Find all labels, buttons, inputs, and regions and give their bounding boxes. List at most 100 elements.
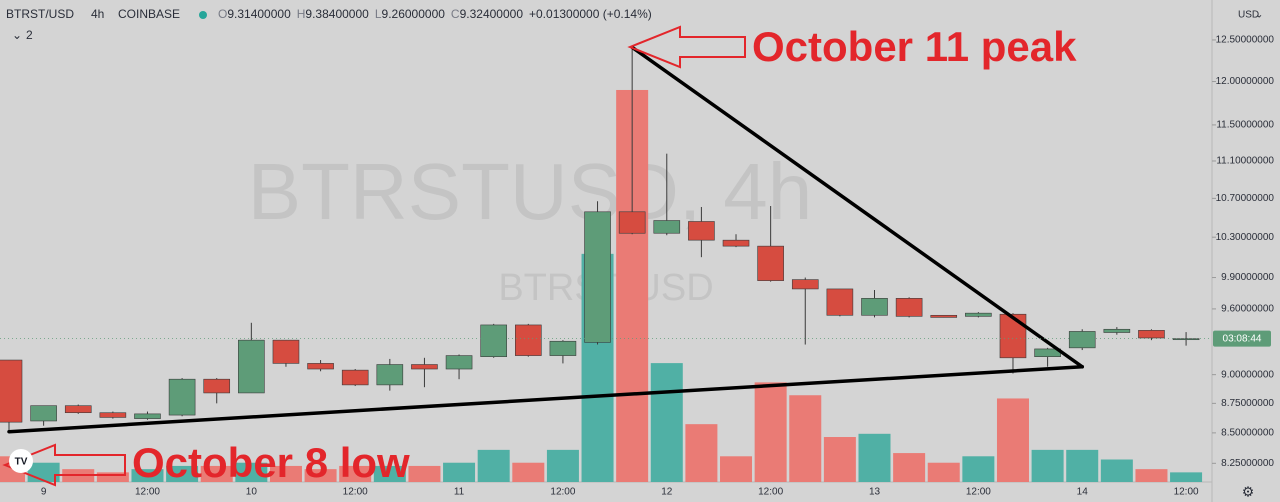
y-tick-label: 8.50000000: [1221, 428, 1274, 439]
countdown: 03:08:44: [1223, 333, 1262, 344]
volume-bar: [166, 465, 199, 482]
candle-body: [1172, 338, 1200, 341]
candle-body: [653, 220, 681, 234]
candle-body: [757, 245, 784, 281]
volume-bar: [304, 469, 337, 482]
currency-caret[interactable]: ⌄: [1255, 10, 1263, 21]
volume-bar: [685, 424, 718, 482]
y-tick-label: 8.75000000: [1221, 398, 1274, 409]
candle-body: [618, 211, 646, 234]
y-tick-label: 9.90000000: [1221, 272, 1274, 283]
indicator-count[interactable]: 2: [26, 28, 33, 42]
volume-bar: [1066, 449, 1099, 482]
y-tick-label: 12.50000000: [1216, 35, 1275, 46]
candle-body: [965, 312, 992, 317]
candle-layer: [0, 47, 1200, 432]
volume-bar: [373, 465, 406, 482]
candle-body: [930, 314, 958, 318]
candle-body: [445, 355, 473, 370]
candle-body: [480, 324, 507, 358]
volume-bar: [477, 449, 510, 482]
y-tick-label: 9.60000000: [1221, 304, 1274, 315]
annotation: October 8 low: [132, 439, 410, 486]
x-tick-label: 14: [1077, 487, 1089, 498]
volume-bar: [823, 437, 856, 482]
candle-body: [722, 239, 750, 247]
candle-body: [64, 405, 92, 414]
candle-body: [514, 324, 542, 356]
y-tick-label: 10.30000000: [1216, 232, 1275, 243]
candle-body: [411, 364, 438, 370]
trendline: [630, 45, 1084, 369]
x-tick-label: 12: [661, 487, 673, 498]
time-axis: 9 12:00 10 12:00 11 12:00 12 12:00 13 12:00 14 12:0…: [41, 487, 1199, 498]
volume-bar: [1100, 459, 1133, 482]
volume-bar: [131, 469, 164, 482]
volume-bar: [893, 453, 926, 482]
status-dot: [199, 11, 207, 19]
candle-body: [826, 288, 854, 316]
x-tick-label: 12:00: [343, 487, 368, 498]
volume-bar: [96, 472, 129, 482]
volume-bar: [927, 462, 960, 482]
currency[interactable]: USD: [1238, 10, 1259, 21]
field-label: O: [218, 7, 227, 21]
settings-icon[interactable]: ⚙: [1242, 484, 1255, 500]
ohlc-fields: O 9.31400000 H 9.38400000 L 9.26000000 C 9.3240…: [218, 7, 652, 21]
volume-bar: [650, 363, 683, 482]
interval[interactable]: 4h: [91, 7, 104, 21]
candle-body: [895, 298, 923, 317]
x-tick-label: 12:00: [758, 487, 783, 498]
logo[interactable]: TV: [9, 449, 33, 473]
price-tag: [1213, 330, 1271, 347]
x-tick-label: 12:00: [1174, 487, 1199, 498]
y-tick-label: 11.50000000: [1216, 120, 1274, 131]
candle-body: [584, 211, 611, 343]
arrow: [627, 25, 746, 69]
candle-body: [376, 364, 404, 386]
field-value: 9.26000000: [382, 7, 446, 21]
exchange: COINBASE: [118, 7, 180, 21]
x-tick-label: 13: [869, 487, 881, 498]
candle-body: [999, 313, 1027, 359]
price-axis: 8.25000000 8.50000000 8.75000000 9.00000000…: [0, 35, 1274, 469]
svg-text:TV: TV: [15, 457, 28, 468]
x-tick-label: 10: [246, 487, 258, 498]
field-label: H: [297, 7, 306, 21]
volume-bar: [546, 449, 579, 482]
candle-body: [791, 279, 819, 290]
x-tick-label: 9: [41, 487, 47, 498]
annotation: October 11 peak: [752, 23, 1077, 70]
volume-bar: [996, 398, 1029, 482]
field-label: C: [451, 7, 460, 21]
candle-body: [307, 363, 334, 370]
candle-body: [1138, 330, 1165, 339]
symbol[interactable]: BTRST/USD: [6, 7, 74, 21]
collapse-icon[interactable]: ⌄: [12, 28, 22, 42]
candle-body: [1103, 328, 1131, 333]
trendline: [7, 365, 1084, 434]
field-value: 9.32400000: [460, 7, 524, 21]
trendline-layer: [7, 45, 1084, 434]
arrow: [2, 443, 126, 487]
volume-bar: [269, 465, 302, 482]
candle-body: [341, 369, 369, 386]
volume-bar: [962, 456, 995, 482]
field-value: 9.38400000: [305, 7, 369, 21]
y-tick-label: 8.25000000: [1221, 458, 1274, 469]
field-value: 9.31400000: [227, 7, 291, 21]
x-tick-label: 12:00: [550, 487, 575, 498]
change: +0.01300000 (+0.14%): [529, 7, 652, 21]
candle-body: [861, 298, 888, 316]
watermark: BTRSTUSD, 4h: [248, 147, 813, 236]
volume-bar: [443, 462, 476, 482]
candle-body: [134, 413, 161, 419]
volume-layer: [0, 89, 1203, 483]
y-tick-label: 9.00000000: [1221, 369, 1274, 380]
x-tick-label: 12:00: [135, 487, 160, 498]
volume-bar: [235, 462, 268, 482]
candle-body: [99, 412, 127, 418]
x-tick-label: 11: [454, 487, 465, 498]
